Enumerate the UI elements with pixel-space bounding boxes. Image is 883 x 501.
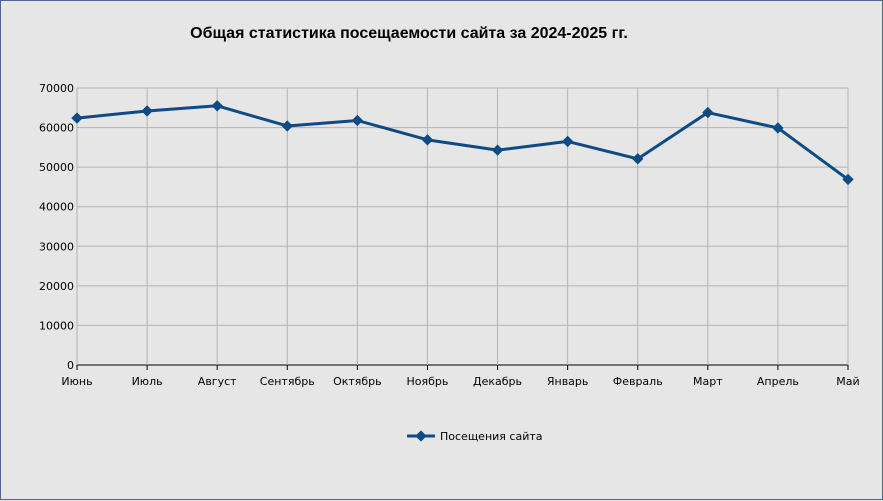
x-tick-label: Март — [693, 375, 723, 388]
x-axis-ticks: Июнь Июль Август Сентябрь Октябрь Ноябрь Декаб… — [61, 375, 859, 388]
data-point-marker — [632, 153, 644, 165]
y-tick-label: 30000 — [39, 240, 74, 253]
data-point-marker — [842, 173, 854, 186]
y-tick-label: 70000 — [39, 82, 74, 95]
y-tick-label: 60000 — [39, 122, 74, 135]
series-group — [71, 100, 854, 186]
data-point-marker — [421, 134, 434, 146]
data-point-marker — [141, 105, 153, 117]
data-point-marker — [561, 135, 574, 148]
data-point-marker — [351, 114, 364, 127]
legend-diamond-marker — [415, 430, 427, 442]
x-tick-label: Январь — [547, 375, 589, 388]
x-tick-label: Май — [836, 375, 859, 388]
data-point-marker — [211, 100, 223, 112]
x-tick-label: Июль — [132, 375, 163, 388]
x-tick-label: Апрель — [757, 375, 799, 388]
y-axis-ticks: 0 10000 20000 30000 40000 50000 60000 70000 — [39, 82, 74, 372]
x-tick-label: Ноябрь — [407, 375, 449, 388]
y-tick-label: 40000 — [39, 201, 74, 214]
chart-title: Общая статистика посещаемости сайта за 2… — [190, 25, 628, 42]
grid-lines — [76, 87, 849, 370]
x-tick-label: Июнь — [61, 375, 92, 388]
data-point-marker — [491, 144, 504, 156]
x-tick-label: Декабрь — [473, 375, 522, 388]
x-tick-label: Февраль — [613, 375, 663, 388]
legend: Посещения сайта — [407, 430, 543, 443]
y-tick-label: 0 — [67, 359, 74, 372]
x-tick-label: Август — [198, 375, 237, 388]
y-tick-label: 50000 — [39, 161, 74, 174]
x-tick-label: Октябрь — [333, 375, 382, 388]
data-point-marker — [281, 120, 293, 132]
x-tick-label: Сентябрь — [260, 375, 315, 388]
series-line — [76, 104, 849, 181]
y-tick-label: 20000 — [39, 280, 74, 293]
legend-label: Посещения сайта — [440, 430, 543, 443]
y-tick-label: 10000 — [39, 319, 74, 332]
